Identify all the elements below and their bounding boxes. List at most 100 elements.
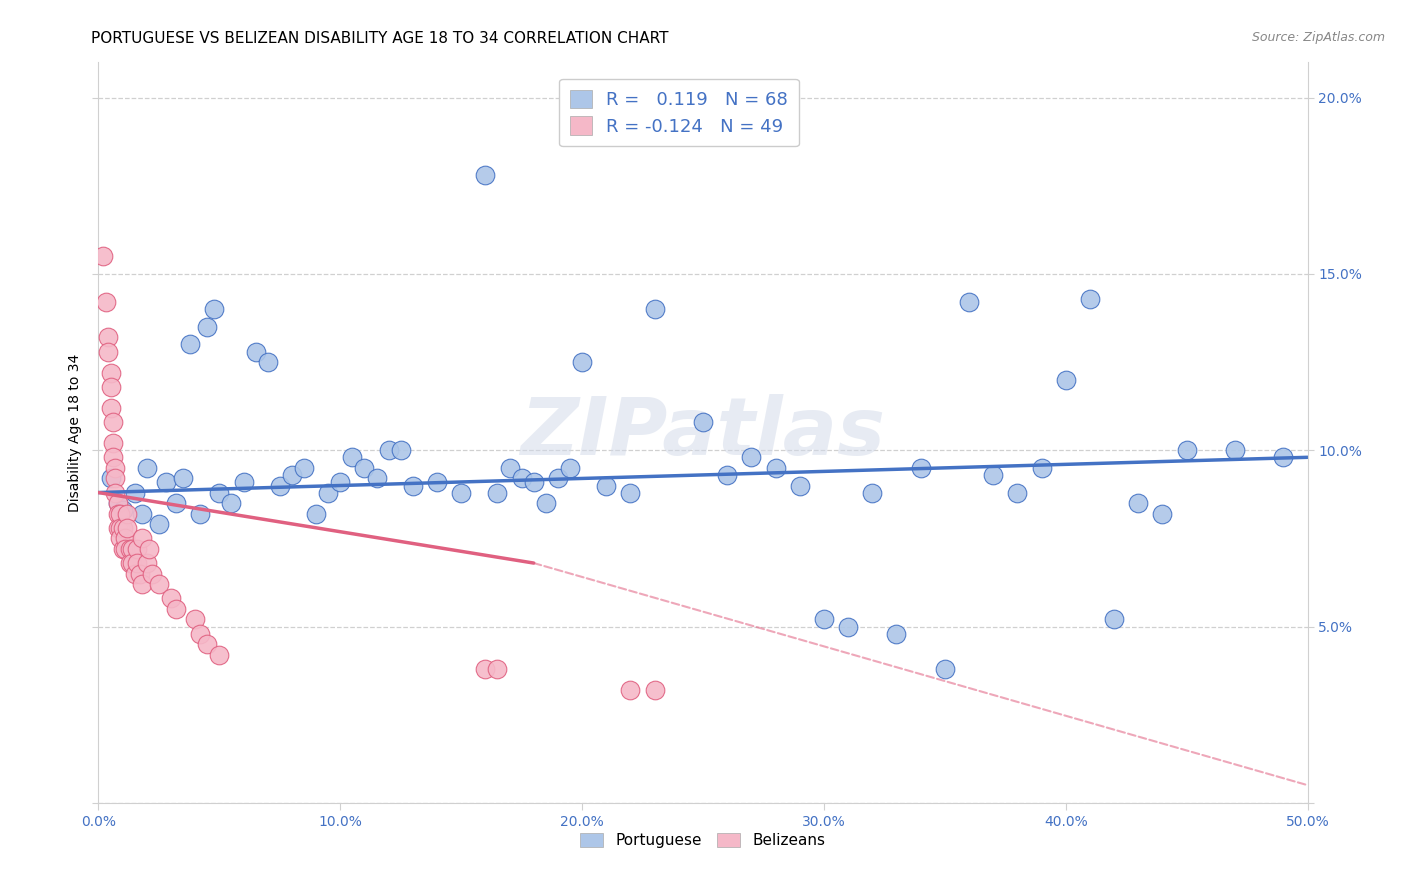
Point [860, 485, 883, 500]
Point [208, 648, 231, 662]
Point [108, 521, 131, 535]
Point [114, 532, 136, 546]
Point [135, 556, 157, 570]
Point [107, 507, 129, 521]
Point [910, 461, 932, 475]
Point [188, 507, 211, 521]
Point [1175, 443, 1198, 458]
Point [366, 471, 388, 485]
Point [117, 507, 139, 521]
Point [232, 475, 254, 489]
Point [426, 475, 449, 489]
Point [1054, 373, 1077, 387]
Point [1102, 612, 1125, 626]
Point [644, 302, 666, 317]
Point [377, 443, 399, 458]
Point [117, 521, 139, 535]
Point [104, 461, 127, 475]
Point [111, 521, 134, 535]
Point [121, 541, 143, 556]
Point [101, 415, 124, 429]
Point [124, 485, 146, 500]
Point [402, 478, 425, 492]
Point [934, 662, 956, 676]
Point [155, 475, 177, 489]
Text: ZIPatlas: ZIPatlas [520, 393, 886, 472]
Point [245, 344, 267, 359]
Point [118, 556, 141, 570]
Point [127, 541, 149, 556]
Text: PORTUGUESE VS BELIZEAN DISABILITY AGE 18 TO 34 CORRELATION CHART: PORTUGUESE VS BELIZEAN DISABILITY AGE 18… [91, 31, 669, 46]
Point [195, 319, 218, 334]
Point [135, 461, 157, 475]
Point [108, 507, 131, 521]
Point [127, 556, 149, 570]
Point [789, 478, 811, 492]
Y-axis label: Disability Age 18 to 34: Disability Age 18 to 34 [67, 353, 82, 512]
Point [281, 467, 304, 482]
Point [100, 401, 122, 415]
Point [165, 496, 187, 510]
Point [121, 556, 143, 570]
Point [172, 471, 194, 485]
Point [204, 302, 226, 317]
Point [195, 637, 218, 651]
Point [558, 461, 581, 475]
Point [100, 366, 122, 380]
Point [94, 295, 117, 310]
Point [342, 450, 364, 465]
Point [571, 355, 593, 369]
Point [148, 517, 170, 532]
Point [498, 461, 520, 475]
Point [1007, 485, 1029, 500]
Point [107, 496, 129, 510]
Point [91, 249, 114, 263]
Point [114, 541, 136, 556]
Point [837, 619, 859, 633]
Point [523, 475, 546, 489]
Point [1152, 507, 1174, 521]
Point [957, 295, 980, 310]
Point [389, 443, 412, 458]
Point [1031, 461, 1053, 475]
Point [765, 461, 787, 475]
Legend: Portuguese, Belizeans: Portuguese, Belizeans [575, 827, 831, 855]
Point [138, 541, 160, 556]
Point [1078, 292, 1101, 306]
Point [1128, 496, 1150, 510]
Point [353, 461, 375, 475]
Point [534, 496, 557, 510]
Point [179, 337, 201, 351]
Point [160, 591, 183, 606]
Point [184, 612, 207, 626]
Point [486, 662, 509, 676]
Point [644, 683, 666, 698]
Point [118, 541, 141, 556]
Point [474, 662, 496, 676]
Point [100, 471, 122, 485]
Point [101, 450, 124, 465]
Point [111, 503, 134, 517]
Point [316, 485, 339, 500]
Point [813, 612, 835, 626]
Point [107, 521, 129, 535]
Point [981, 467, 1004, 482]
Point [450, 485, 472, 500]
Point [108, 532, 131, 546]
Point [128, 566, 150, 581]
Point [716, 467, 738, 482]
Point [97, 344, 120, 359]
Point [124, 566, 146, 581]
Point [619, 683, 641, 698]
Point [221, 496, 243, 510]
Point [208, 485, 231, 500]
Point [1272, 450, 1295, 465]
Point [131, 577, 153, 591]
Point [107, 496, 129, 510]
Point [97, 330, 120, 344]
Text: Source: ZipAtlas.com: Source: ZipAtlas.com [1251, 31, 1385, 45]
Point [486, 485, 509, 500]
Point [474, 168, 496, 182]
Point [111, 541, 134, 556]
Point [188, 626, 211, 640]
